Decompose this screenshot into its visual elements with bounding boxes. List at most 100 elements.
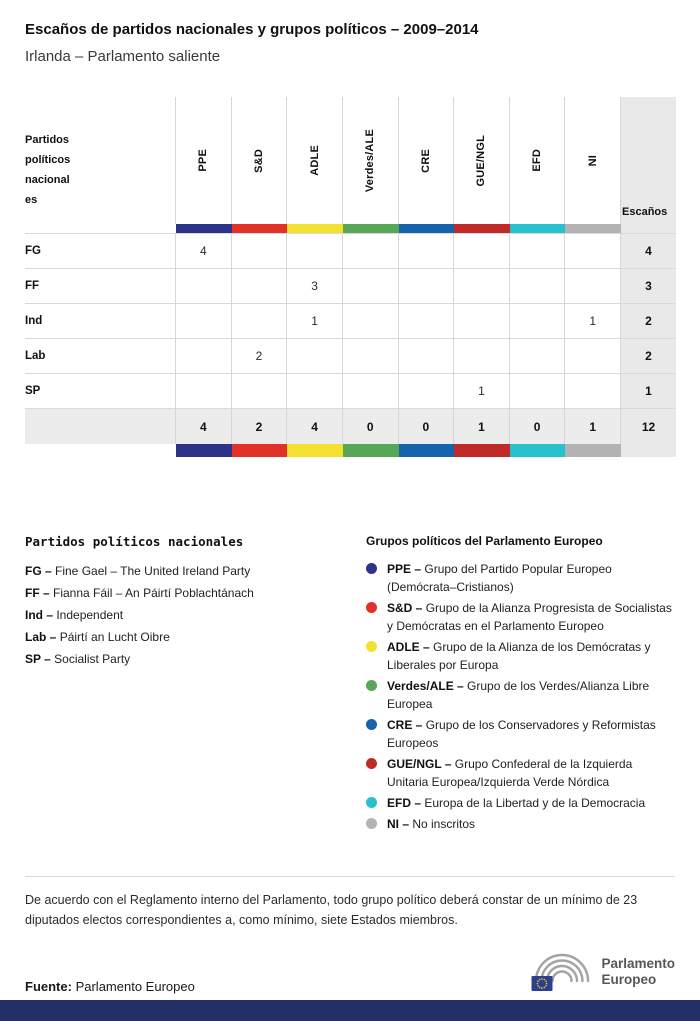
seat-count-cell — [176, 269, 232, 304]
row-total-cell: 1 — [621, 374, 676, 409]
seats-column-label: Escaños — [622, 206, 668, 218]
footnote-text: De acuerdo con el Reglamento interno del… — [25, 893, 638, 927]
legends-section: Partidos políticos nacionales FG – Fine … — [25, 534, 675, 836]
column-total-cell: 1 — [454, 409, 510, 444]
group-legend-text: S&D – Grupo de la Alianza Progresista de… — [387, 601, 672, 633]
logo-line-2: Europeo — [601, 972, 657, 987]
party-row-label: Ind — [25, 304, 176, 339]
source-value: Parlamento Europeo — [75, 979, 195, 994]
group-legend-item: S&D – Grupo de la Alianza Progresista de… — [366, 599, 675, 635]
group-legend-item: PPE – Grupo del Partido Popular Europeo … — [366, 560, 675, 596]
group-color-dot — [366, 818, 377, 829]
group-abbr: EFD – — [387, 796, 425, 810]
seat-count-cell — [231, 269, 288, 304]
group-color-bar — [509, 224, 566, 234]
group-color-dot — [366, 563, 377, 574]
seat-count-cell — [454, 269, 510, 304]
group-legend-item: CRE – Grupo de los Conservadores y Refor… — [366, 716, 675, 752]
party-abbr: Ind – — [25, 608, 57, 622]
party-row-label: FF — [25, 269, 176, 304]
party-abbr: FG – — [25, 564, 56, 578]
group-color-bar — [287, 224, 343, 234]
grand-total-cell: 12 — [621, 409, 676, 444]
eu-flag-icon — [531, 976, 553, 991]
group-column-label: EFD — [531, 149, 544, 172]
party-abbr: FF – — [25, 586, 54, 600]
group-abbr: PPE – — [387, 562, 425, 576]
party-legend-item: Ind – Independent — [25, 608, 124, 622]
footer: Fuente: Parlamento Europeo — [25, 950, 675, 994]
party-row-label: SP — [25, 374, 176, 409]
seat-count-cell — [176, 374, 232, 409]
footnote-divider — [25, 876, 675, 877]
seat-count-cell — [287, 234, 343, 269]
group-column-header: GUE/NGL — [454, 97, 510, 224]
party-legend-item: SP – Socialist Party — [25, 652, 131, 666]
group-color-bar-bottom — [176, 444, 232, 457]
source-label: Fuente: — [25, 979, 72, 994]
seats-table: Partidos políticos nacional es PPE S&D ADLE… — [25, 97, 676, 457]
seat-count-cell — [454, 339, 510, 374]
group-abbr: NI – — [387, 817, 413, 831]
seat-count-cell — [398, 374, 455, 409]
column-total-cell: 0 — [398, 409, 455, 444]
group-legend-list: PPE – Grupo del Partido Popular Europeo … — [366, 560, 675, 833]
group-color-bar-bottom — [287, 444, 343, 457]
seat-count-cell — [454, 234, 510, 269]
seat-count-cell — [287, 339, 343, 374]
party-legend-title: Partidos políticos nacionales — [25, 534, 244, 549]
group-legend-text: GUE/NGL – Grupo Confederal de la Izquier… — [387, 757, 633, 789]
party-legend-item: Lab – Páirtí an Lucht Oibre — [25, 630, 170, 644]
seat-count-cell — [231, 374, 288, 409]
seat-count-cell — [398, 269, 455, 304]
group-color-bar — [342, 224, 399, 234]
group-column-header: Verdes/ALE — [343, 97, 399, 224]
group-abbr: GUE/NGL – — [387, 757, 455, 771]
group-column-label: PPE — [197, 149, 210, 172]
group-legend: Grupos políticos del Parlamento Europeo … — [366, 534, 675, 836]
party-legend-item: FG – Fine Gael – The United Ireland Part… — [25, 564, 251, 578]
column-total-cell: 1 — [565, 409, 621, 444]
party-abbr: Lab – — [25, 630, 60, 644]
group-column-label: GUE/NGL — [475, 134, 488, 187]
seat-count-cell — [398, 234, 455, 269]
seats-column-header: Escaños — [621, 97, 676, 224]
color-bar-spacer — [25, 224, 176, 234]
group-column-label: ADLE — [308, 145, 321, 176]
seat-count-cell — [509, 374, 566, 409]
group-column-header: ADLE — [287, 97, 343, 224]
page-title: Escaños de partidos nacionales y grupos … — [25, 21, 479, 38]
seat-count-cell — [398, 339, 455, 374]
group-legend-text: CRE – Grupo de los Conservadores y Refor… — [387, 718, 656, 750]
seat-count-cell — [176, 339, 232, 374]
seat-count-cell — [565, 374, 621, 409]
seat-count-cell: 1 — [454, 374, 510, 409]
party-row-label: FG — [25, 234, 176, 269]
seats-table-wrap: Partidos políticos nacional es PPE S&D ADLE… — [25, 97, 676, 457]
parliament-logo: Parlamento Europeo — [531, 950, 675, 994]
seat-count-cell: 4 — [176, 234, 232, 269]
column-total-cell: 4 — [176, 409, 232, 444]
group-color-bar — [398, 224, 455, 234]
seat-count-cell — [231, 304, 288, 339]
group-color-dot — [366, 719, 377, 730]
seat-count-cell — [342, 339, 399, 374]
seat-count-cell — [342, 374, 399, 409]
seat-count-cell: 1 — [287, 304, 343, 339]
group-color-bar-bottom — [231, 444, 288, 457]
party-column-header-label: Partidos políticos nacional es — [25, 134, 71, 206]
party-legend-item: FF – Fianna Fáil – An Páirtí Poblachtána… — [25, 586, 254, 600]
column-total-cell: 0 — [509, 409, 566, 444]
group-legend-text: PPE – Grupo del Partido Popular Europeo … — [387, 562, 612, 594]
party-legend: Partidos políticos nacionales FG – Fine … — [25, 534, 366, 836]
group-column-label: S&D — [252, 148, 265, 173]
seat-count-cell — [342, 304, 399, 339]
group-legend-text: Verdes/ALE – Grupo de los Verdes/Alianza… — [387, 679, 650, 711]
group-legend-text: ADLE – Grupo de la Alianza de los Demócr… — [387, 640, 651, 672]
seat-count-cell — [565, 269, 621, 304]
seat-count-cell — [509, 304, 566, 339]
totals-row-spacer — [25, 409, 176, 444]
seats-bottom-spacer — [621, 444, 676, 457]
seat-count-cell — [565, 234, 621, 269]
